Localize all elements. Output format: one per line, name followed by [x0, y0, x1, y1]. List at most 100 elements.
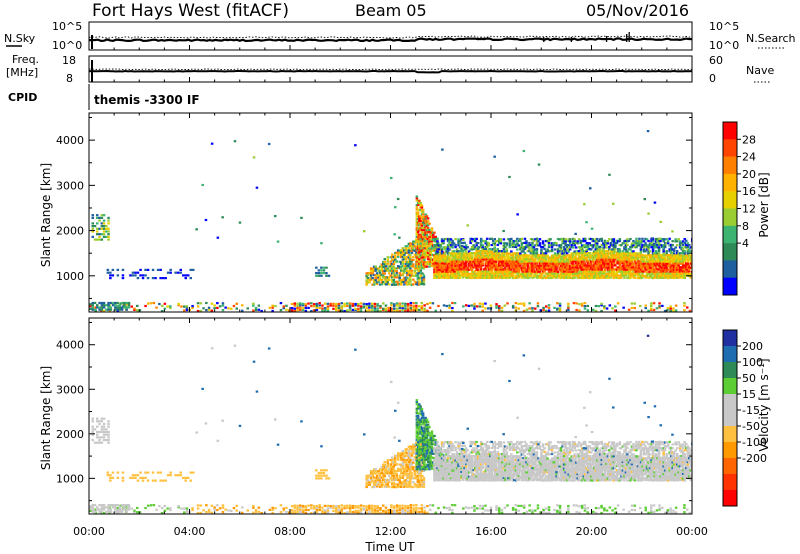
power-cell	[380, 263, 383, 266]
power-cell	[322, 269, 326, 272]
velocity-cell	[185, 508, 189, 512]
power-cell	[674, 240, 677, 243]
power-cell	[573, 244, 576, 247]
velocity-cell	[301, 509, 305, 512]
power-cell	[502, 276, 506, 279]
power-cell	[412, 263, 415, 266]
power-cell	[657, 258, 661, 261]
velocity-cell	[511, 507, 515, 510]
power-cell	[686, 258, 689, 261]
power-cell	[426, 258, 430, 261]
power-cell	[688, 309, 692, 312]
power-cell	[546, 268, 549, 271]
power-cell	[627, 268, 631, 271]
nave-tick-bottom: 0	[709, 72, 716, 85]
velocity-cell	[382, 509, 385, 512]
velocity-cell	[417, 510, 421, 513]
power-cell	[478, 262, 481, 265]
power-cell	[511, 304, 515, 308]
power-cell	[463, 270, 466, 273]
power-cell	[635, 237, 638, 240]
velocity-cell	[400, 476, 403, 479]
power-cell	[523, 270, 527, 273]
power-cell	[501, 256, 504, 259]
power-cell	[614, 247, 617, 251]
power-cell	[419, 204, 422, 207]
power-cell	[611, 266, 614, 269]
power-cell	[639, 266, 643, 269]
power-cell	[426, 253, 430, 256]
power-cell	[529, 272, 533, 276]
power-cell	[472, 270, 475, 273]
power-cell	[418, 227, 421, 230]
power-cell	[594, 253, 597, 257]
power-cell	[467, 268, 471, 271]
power-cell	[478, 270, 481, 273]
power-cell	[508, 270, 512, 273]
velocity-cell	[404, 472, 408, 475]
power-cell	[415, 204, 419, 207]
power-cell	[424, 253, 427, 256]
power-cell	[645, 238, 649, 241]
velocity-cell	[384, 506, 388, 509]
power-cell	[396, 197, 400, 201]
power-cell	[406, 274, 409, 277]
power-cell	[404, 305, 407, 308]
power-cell	[564, 256, 567, 259]
power-cell	[472, 274, 475, 277]
power-cell	[436, 272, 439, 275]
power-cell	[409, 309, 413, 312]
power-cell	[481, 249, 484, 253]
power-cell	[398, 306, 401, 309]
power-cell	[525, 241, 528, 244]
power-cell	[674, 272, 677, 275]
power-cell	[669, 243, 673, 246]
power-cell	[458, 264, 462, 267]
power-cell	[467, 276, 471, 279]
power-cell	[663, 241, 667, 244]
power-cell	[415, 199, 419, 202]
power-cell	[312, 303, 316, 306]
power-cell	[476, 270, 480, 273]
power-cell	[470, 262, 474, 265]
power-cell	[580, 244, 584, 247]
velocity-cell	[400, 465, 403, 468]
power-cell	[478, 254, 481, 257]
power-cell	[374, 277, 377, 280]
power-cell	[562, 276, 566, 280]
power-cell	[466, 270, 469, 273]
velocity-cell	[207, 508, 211, 511]
power-cell	[458, 268, 462, 271]
velocity-cell	[134, 476, 137, 479]
power-cell	[626, 276, 629, 279]
power-cell	[642, 260, 646, 263]
velocity-cell	[669, 509, 672, 512]
power-cell	[348, 306, 352, 309]
power-cell	[400, 262, 403, 265]
power-cell	[591, 240, 594, 243]
power-cell	[489, 258, 492, 261]
power-cell	[686, 270, 689, 273]
power-cell	[458, 258, 462, 261]
power-cell	[606, 254, 610, 257]
power-cell	[406, 260, 409, 263]
power-cell	[525, 244, 528, 247]
power-cell	[428, 240, 431, 243]
power-cell	[681, 248, 685, 251]
velocity-cell	[398, 481, 401, 484]
power-cell	[418, 251, 421, 254]
velocity-cell	[410, 477, 414, 480]
power-cell	[567, 264, 570, 267]
power-cell	[415, 206, 419, 209]
power-cell	[520, 270, 524, 273]
power-cell	[678, 268, 682, 271]
power-cell	[400, 251, 403, 254]
power-cell	[91, 225, 94, 228]
velocity-cell	[123, 506, 126, 509]
power-cell	[517, 260, 521, 263]
power-cell	[445, 250, 448, 253]
power-cell	[612, 272, 616, 276]
power-cell	[562, 237, 566, 241]
power-cell	[91, 306, 94, 309]
velocity-cell	[382, 483, 385, 486]
